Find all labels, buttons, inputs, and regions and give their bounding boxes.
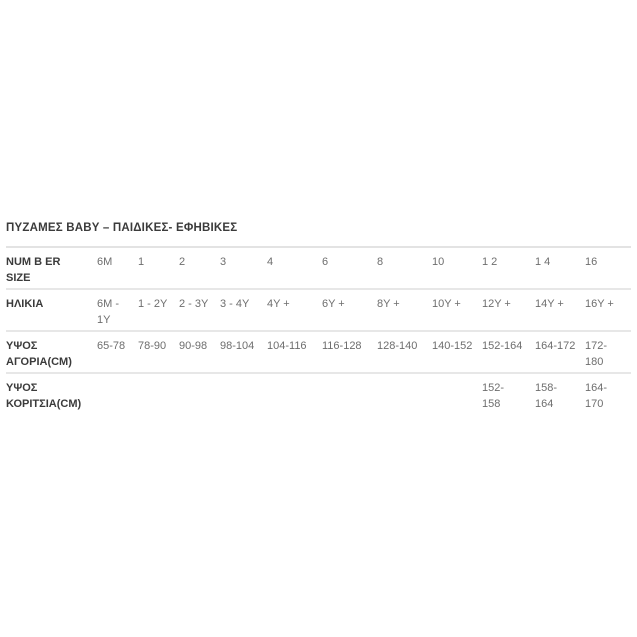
height-girls-cell (220, 373, 267, 414)
height-boys-cell: 104-116 (267, 331, 322, 374)
height-boys-cell: 128-140 (377, 331, 432, 374)
number-size-cell: 6 (322, 248, 377, 290)
height-boys-cell: 65-78 (97, 331, 138, 374)
age-cell: 12Y + (482, 289, 535, 332)
number-size-cell: 3 (220, 248, 267, 290)
age-cell: 14Y + (535, 289, 585, 332)
number-size-cell: 16 (585, 248, 631, 290)
number-size-cell: 6M (97, 248, 138, 290)
height-boys-cell: 164-172 (535, 331, 585, 374)
row-label-age: ΗΛΙΚΙΑ (6, 289, 97, 332)
height-boys-cell: 90-98 (179, 331, 220, 374)
number-size-cell: 8 (377, 248, 432, 290)
table-row-height-girls: ΥΨΟΣ ΚΟΡΙΤΣΙΑ(CM) 152- 158 158- 164 164-… (6, 373, 631, 414)
size-table: NUM B ER SIZE 6M 1 2 3 4 6 8 10 1 2 1 4 … (6, 248, 631, 414)
age-cell: 6Y + (322, 289, 377, 332)
height-girls-cell (97, 373, 138, 414)
height-girls-cell: 164-170 (585, 382, 608, 410)
height-girls-cell (267, 373, 322, 414)
number-size-cell: 1 (138, 248, 179, 290)
age-cell: 16Y + (585, 289, 631, 332)
number-size-cell: 1 2 (482, 248, 535, 290)
height-girls-cell: 158- 164 (535, 382, 558, 410)
number-size-cell: 4 (267, 248, 322, 290)
age-cell: 6M - 1Y (97, 289, 138, 332)
height-boys-cell: 116-128 (322, 331, 377, 374)
height-girls-cell (432, 373, 482, 414)
height-girls-cell (138, 373, 179, 414)
table-row-age: ΗΛΙΚΙΑ 6M - 1Y 1 - 2Y 2 - 3Y 3 - 4Y 4Y +… (6, 289, 631, 332)
age-cell: 3 - 4Y (220, 289, 267, 332)
height-boys-cell: 172-180 (585, 331, 631, 374)
size-chart-title: ΠΥΖΑΜΕΣ BABY – ΠΑΙΔΙΚΕΣ- ΕΦΗΒΙΚΕΣ (6, 221, 631, 248)
age-cell: 10Y + (432, 289, 482, 332)
height-girls-cell (179, 373, 220, 414)
height-boys-cell: 78-90 (138, 331, 179, 374)
row-label-height-girls: ΥΨΟΣ ΚΟΡΙΤΣΙΑ(CM) (6, 382, 82, 410)
height-boys-cell: 140-152 (432, 331, 482, 374)
height-girls-cell: 152- 158 (482, 382, 505, 410)
age-cell: 4Y + (267, 289, 322, 332)
number-size-cell: 1 4 (535, 248, 585, 290)
age-cell: 8Y + (377, 289, 432, 332)
number-size-cell: 2 (179, 248, 220, 290)
size-chart-section: ΠΥΖΑΜΕΣ BABY – ΠΑΙΔΙΚΕΣ- ΕΦΗΒΙΚΕΣ NUM B … (6, 221, 631, 414)
age-cell: 1 - 2Y (138, 289, 179, 332)
height-boys-cell: 98-104 (220, 331, 267, 374)
height-girls-cell (377, 373, 432, 414)
number-size-cell: 10 (432, 248, 482, 290)
height-girls-cell (322, 373, 377, 414)
age-cell: 2 - 3Y (179, 289, 220, 332)
table-row-number-size: NUM B ER SIZE 6M 1 2 3 4 6 8 10 1 2 1 4 … (6, 248, 631, 290)
table-row-height-boys: ΥΨΟΣ ΑΓΟΡΙΑ(CM) 65-78 78-90 90-98 98-104… (6, 331, 631, 374)
height-boys-cell: 152-164 (482, 331, 535, 374)
row-label-number-size: NUM B ER SIZE (6, 248, 97, 290)
row-label-height-boys: ΥΨΟΣ ΑΓΟΡΙΑ(CM) (6, 331, 97, 374)
